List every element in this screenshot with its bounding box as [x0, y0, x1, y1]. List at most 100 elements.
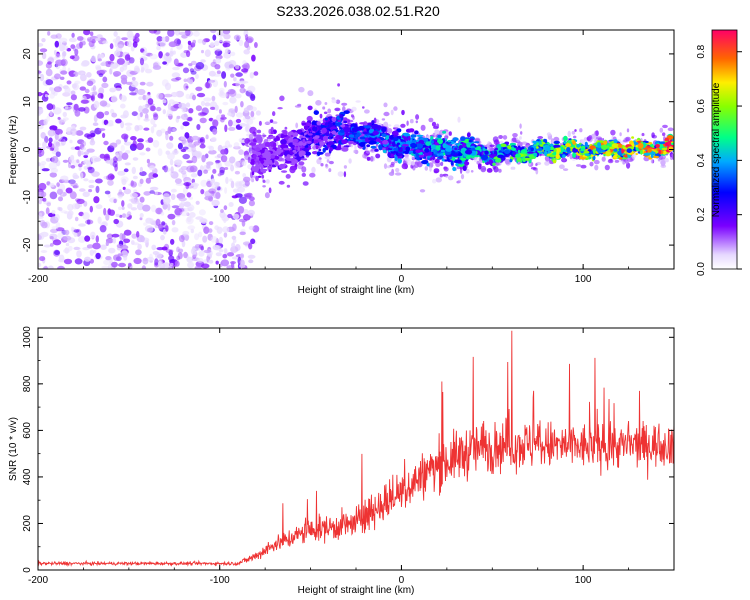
halo-blob: [410, 161, 415, 166]
halo-blob: [316, 158, 322, 165]
noise-blob: [220, 116, 227, 120]
noise-blob: [41, 38, 46, 43]
signal-blob: [416, 134, 424, 137]
noise-blob: [46, 115, 50, 122]
signal-blob: [264, 157, 272, 160]
noise-blob: [153, 113, 159, 121]
noise-blob: [50, 87, 56, 95]
signal-blob: [658, 141, 666, 145]
noise-blob: [88, 184, 95, 189]
noise-blob: [153, 123, 157, 128]
halo-blob: [618, 159, 624, 163]
noise-blob: [238, 39, 244, 47]
noise-blob: [201, 154, 206, 163]
noise-blob: [63, 258, 73, 265]
noise-blob: [214, 104, 219, 111]
noise-blob: [56, 182, 60, 188]
noise-blob: [77, 149, 82, 157]
noise-blob: [58, 83, 63, 90]
noise-blob: [130, 45, 135, 52]
noise-blob: [198, 244, 204, 249]
signal-blob: [437, 134, 442, 138]
noise-blob: [178, 31, 187, 36]
noise-blob: [149, 186, 159, 191]
noise-blob: [123, 255, 128, 261]
halo-blob: [535, 168, 539, 175]
signal-blob: [304, 151, 312, 156]
signal-blob: [643, 152, 651, 156]
noise-blob: [142, 204, 151, 212]
noise-blob: [78, 107, 86, 112]
noise-blob: [200, 218, 208, 225]
halo-blob: [425, 135, 430, 139]
noise-blob: [233, 142, 240, 148]
signal-blob: [530, 147, 534, 152]
signal-blob: [597, 142, 602, 148]
halo-blob: [278, 157, 285, 162]
signal-blob: [421, 160, 429, 165]
halo-blob: [320, 163, 324, 167]
noise-blob: [41, 168, 50, 172]
signal-blob: [438, 155, 444, 159]
noise-blob: [215, 245, 222, 251]
noise-blob: [132, 157, 139, 161]
noise-blob: [115, 118, 122, 124]
snr-marks: [38, 330, 674, 568]
signal-blob: [284, 126, 288, 130]
noise-blob: [53, 49, 57, 56]
noise-blob: [51, 226, 59, 230]
signal-blob: [256, 129, 262, 134]
noise-blob: [78, 223, 86, 227]
noise-blob: [239, 80, 249, 84]
noise-blob: [97, 58, 103, 62]
signal-blob: [382, 149, 387, 154]
noise-blob: [82, 147, 86, 151]
y-tick-label: 1000: [22, 326, 33, 349]
signal-blob: [251, 165, 255, 171]
noise-blob: [105, 60, 112, 68]
noise-blob: [102, 132, 106, 138]
noise-blob: [39, 256, 46, 262]
noise-blob: [209, 106, 216, 110]
noise-blob: [250, 93, 256, 101]
noise-blob: [212, 79, 219, 88]
noise-blob: [115, 213, 120, 218]
noise-blob: [171, 72, 181, 78]
signal-blob: [270, 154, 275, 159]
noise-blob: [53, 91, 58, 96]
halo-blob: [401, 163, 408, 170]
signal-blob: [352, 138, 356, 142]
noise-blob: [238, 149, 244, 156]
noise-blob: [143, 222, 148, 226]
halo-blob: [594, 164, 599, 171]
signal-blob: [324, 117, 328, 121]
noise-blob: [109, 142, 118, 148]
noise-blob: [239, 259, 245, 267]
noise-blob: [133, 65, 140, 74]
halo-blob: [447, 175, 454, 181]
noise-blob: [66, 80, 72, 85]
signal-blob: [563, 135, 568, 142]
halo-blob: [498, 135, 503, 139]
signal-blob: [637, 142, 644, 149]
halo-blob: [575, 164, 582, 167]
halo-blob: [343, 171, 347, 178]
noise-blob: [157, 148, 163, 157]
noise-blob: [55, 151, 61, 157]
noise-blob: [122, 110, 129, 118]
noise-blob: [180, 113, 189, 120]
noise-blob: [198, 209, 206, 216]
noise-blob: [165, 56, 172, 62]
noise-blob: [82, 191, 90, 198]
halo-blob: [512, 133, 518, 138]
signal-blob: [631, 136, 635, 139]
noise-blob: [239, 231, 246, 236]
signal-blob: [324, 147, 329, 151]
signal-blob: [604, 145, 610, 148]
noise-blob: [38, 70, 42, 74]
signal-blob: [378, 144, 383, 151]
signal-blob: [434, 159, 440, 164]
noise-blob: [150, 105, 156, 112]
noise-blob: [38, 162, 41, 167]
